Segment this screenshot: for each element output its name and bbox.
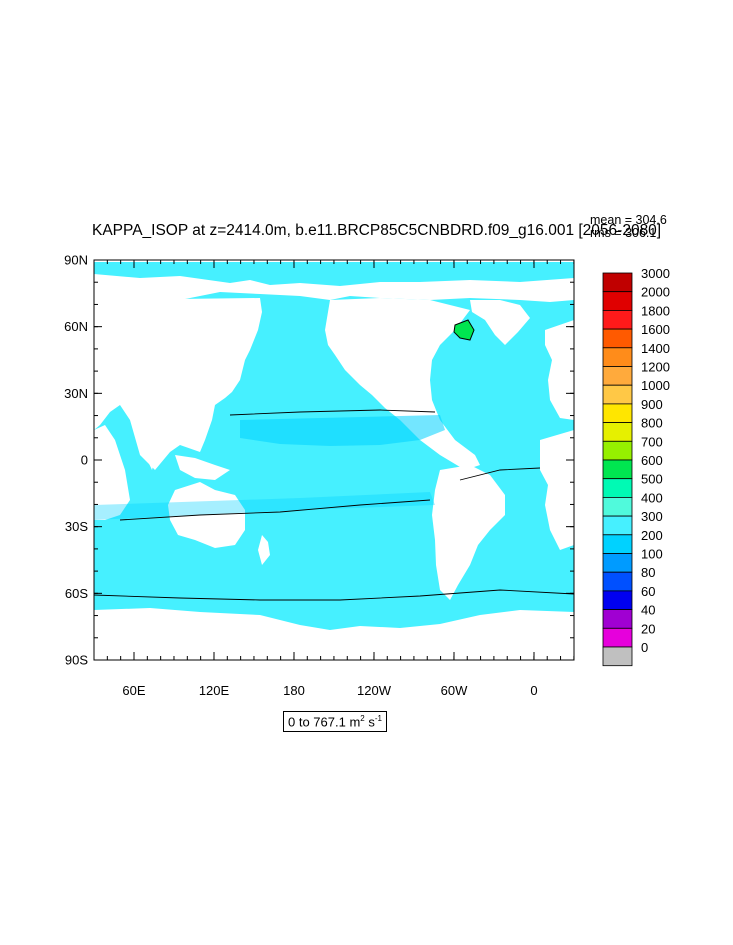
colorbar-label: 2000: [641, 285, 670, 300]
colorbar-label: 200: [641, 528, 663, 543]
lon-label: 60E: [122, 683, 145, 698]
lat-label: 0: [81, 453, 88, 468]
colorbar-label: 1800: [641, 303, 670, 318]
lon-label: 0: [530, 683, 537, 698]
lat-label: 60S: [65, 586, 88, 601]
colorbar-label: 1000: [641, 378, 670, 393]
southern-band: [94, 492, 435, 520]
colorbar-label: 700: [641, 434, 663, 449]
colorbar-label: 40: [641, 603, 655, 618]
colorbar-swatch: [602, 571, 633, 592]
colorbar-label: 0: [641, 640, 648, 655]
south-america-land: [432, 465, 505, 600]
colorbar-label: 500: [641, 472, 663, 487]
colorbar-swatch: [602, 515, 633, 536]
colorbar-label: 1400: [641, 341, 670, 356]
colorbar-label: 300: [641, 509, 663, 524]
greenland-land: [470, 300, 530, 345]
lat-label: 60N: [64, 319, 88, 334]
lat-label: 90S: [65, 653, 88, 668]
colorbar-swatch: [602, 459, 633, 480]
colorbar-swatch: [602, 272, 633, 293]
colorbar-swatch: [602, 553, 633, 573]
colorbar: 3000200018001600140012001000900800700600…: [602, 266, 670, 667]
colorbar-swatch: [602, 627, 633, 648]
colorbar-label: 100: [641, 547, 663, 562]
colorbar-swatch: [602, 291, 633, 311]
range-unit-s: s: [364, 714, 375, 730]
colorbar-label: 3000: [641, 266, 670, 281]
colorbar-label: 80: [641, 565, 655, 580]
india-land: [138, 405, 160, 470]
lon-label: 60W: [441, 683, 468, 698]
lon-label: 120E: [199, 683, 230, 698]
indonesia-land: [175, 455, 230, 480]
rms-stat: rms = 306.1: [590, 226, 657, 240]
colorbar-label: 60: [641, 584, 655, 599]
colorbar-label: 900: [641, 397, 663, 412]
colorbar-swatch: [602, 328, 633, 349]
colorbar-label: 20: [641, 621, 655, 636]
contour-line: [119, 499, 431, 521]
lon-label: 180: [283, 683, 305, 698]
colorbar-swatch: [602, 309, 633, 330]
contour-line: [459, 467, 541, 481]
colorbar-swatch: [602, 534, 633, 554]
lat-label: 30S: [65, 519, 88, 534]
equatorial-band: [240, 415, 445, 446]
eurasia-land: [94, 298, 262, 470]
map-panel: 90N 60N 30N 0 30S 60S 90S 60E 120E 180 120W 60W 0: [64, 253, 575, 698]
colorbar-swatch: [602, 496, 633, 517]
colorbar-swatch: [602, 422, 633, 442]
plot-title: KAPPA_ISOP at z=2414.0m, b.e11.BRCP85C5C…: [92, 222, 662, 239]
range-label: 0 to 767.1 m2 s-1: [283, 711, 387, 733]
colorbar-swatch: [602, 590, 633, 611]
range-text: 0 to 767.1 m: [288, 714, 361, 730]
africa-west-land: [540, 430, 574, 550]
colorbar-swatch: [602, 384, 633, 405]
colorbar-label: 1600: [641, 322, 670, 337]
contour-line: [94, 589, 574, 601]
range-unit-sup: 2: [360, 714, 365, 723]
colorbar-label: 800: [641, 416, 663, 431]
colorbar-swatch: [602, 347, 633, 367]
lon-label: 120W: [357, 683, 392, 698]
arctic-land: [94, 274, 574, 302]
europe-land: [545, 320, 574, 420]
new-zealand-land: [258, 535, 270, 565]
lat-label: 30N: [64, 386, 88, 401]
range-unit-s-sup: -1: [374, 714, 382, 723]
contour-line: [229, 409, 436, 416]
colorbar-label: 400: [641, 490, 663, 505]
antarctica-land: [94, 608, 574, 660]
lat-ticks: 90N 60N 30N 0 30S 60S 90S: [64, 253, 574, 668]
colorbar-label: 600: [641, 453, 663, 468]
colorbar-swatch: [602, 478, 633, 498]
colorbar-label: 1200: [641, 360, 670, 375]
colorbar-swatch: [602, 609, 633, 629]
lon-ticks: 60E 120E 180 120W 60W 0: [106, 260, 575, 698]
ocean-field: [94, 262, 574, 660]
labrador-sea-patch: [453, 319, 475, 341]
africa-east-land: [94, 425, 130, 520]
colorbar-swatch: [602, 366, 633, 386]
lat-label: 90N: [64, 253, 88, 268]
colorbar-swatch: [602, 440, 633, 461]
mean-stat: mean = 304.6: [590, 213, 667, 227]
colorbar-swatch: [602, 646, 633, 667]
colorbar-swatch: [602, 403, 633, 423]
